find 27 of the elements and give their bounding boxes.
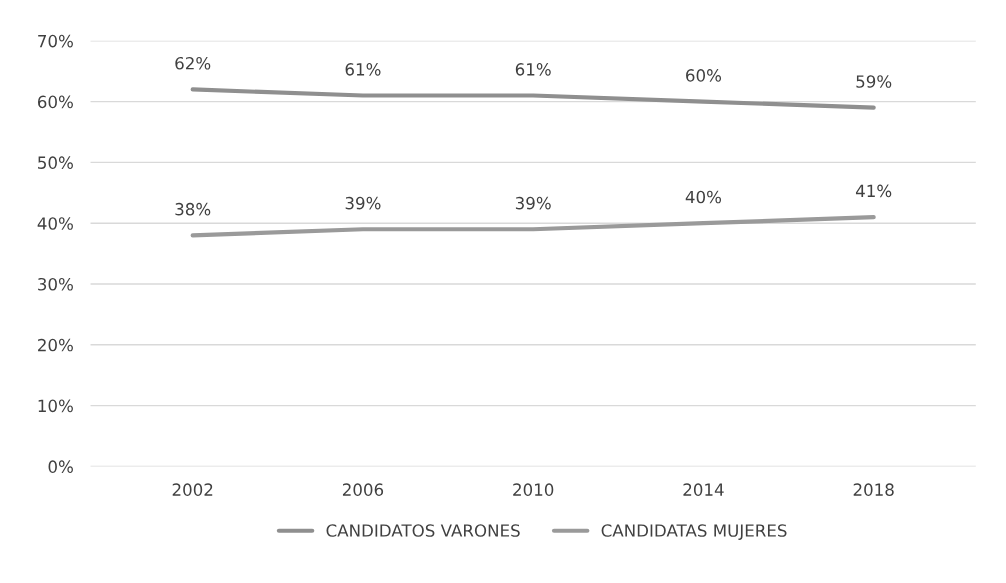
legend-label: CANDIDATAS MUJERES: [601, 524, 787, 540]
line-series: [190, 87, 876, 110]
line-series: [190, 215, 876, 238]
x-tick-label: 2018: [853, 483, 894, 496]
y-tick-label: 60%: [37, 95, 73, 109]
data-label: 41%: [855, 184, 892, 198]
legend-label: CANDIDATOS VARONES: [326, 524, 520, 537]
data-label: 40%: [685, 190, 722, 204]
data-label: 59%: [856, 75, 892, 88]
x-tick-label: 2002: [172, 483, 213, 496]
data-label: 61%: [345, 63, 381, 76]
y-tick-label: 50%: [38, 156, 73, 169]
data-label: 39%: [515, 196, 551, 210]
y-tick-label: 30%: [38, 277, 73, 291]
x-tick-label: 2014: [683, 483, 724, 496]
x-tick-label: 2006: [342, 483, 384, 496]
data-label: 38%: [175, 202, 211, 216]
y-tick-label: 70%: [38, 34, 73, 48]
y-tick-label: 40%: [37, 217, 73, 230]
data-label: 60%: [686, 69, 722, 82]
data-label: 61%: [515, 63, 551, 76]
data-label: 62%: [175, 56, 211, 70]
y-tick-label: 10%: [38, 399, 73, 413]
y-tick-label: 0%: [48, 460, 73, 473]
data-label: 39%: [345, 196, 381, 210]
y-tick-label: 20%: [38, 338, 73, 352]
x-tick-label: 2010: [513, 483, 554, 496]
